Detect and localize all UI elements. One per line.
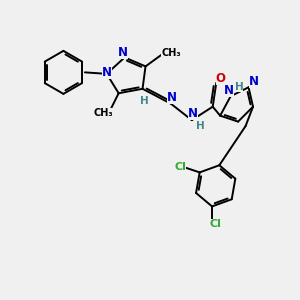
Text: H: H <box>196 121 205 130</box>
Text: N: N <box>118 46 128 59</box>
Text: H: H <box>235 82 243 92</box>
Text: Cl: Cl <box>174 162 186 172</box>
Text: H: H <box>140 96 148 106</box>
Text: CH₃: CH₃ <box>94 108 113 118</box>
Text: N: N <box>249 75 259 88</box>
Text: Cl: Cl <box>209 219 221 229</box>
Text: N: N <box>102 66 112 79</box>
Text: O: O <box>216 72 226 85</box>
Text: N: N <box>167 91 176 103</box>
Text: N: N <box>224 84 234 98</box>
Text: CH₃: CH₃ <box>161 48 181 58</box>
Text: N: N <box>188 107 198 120</box>
